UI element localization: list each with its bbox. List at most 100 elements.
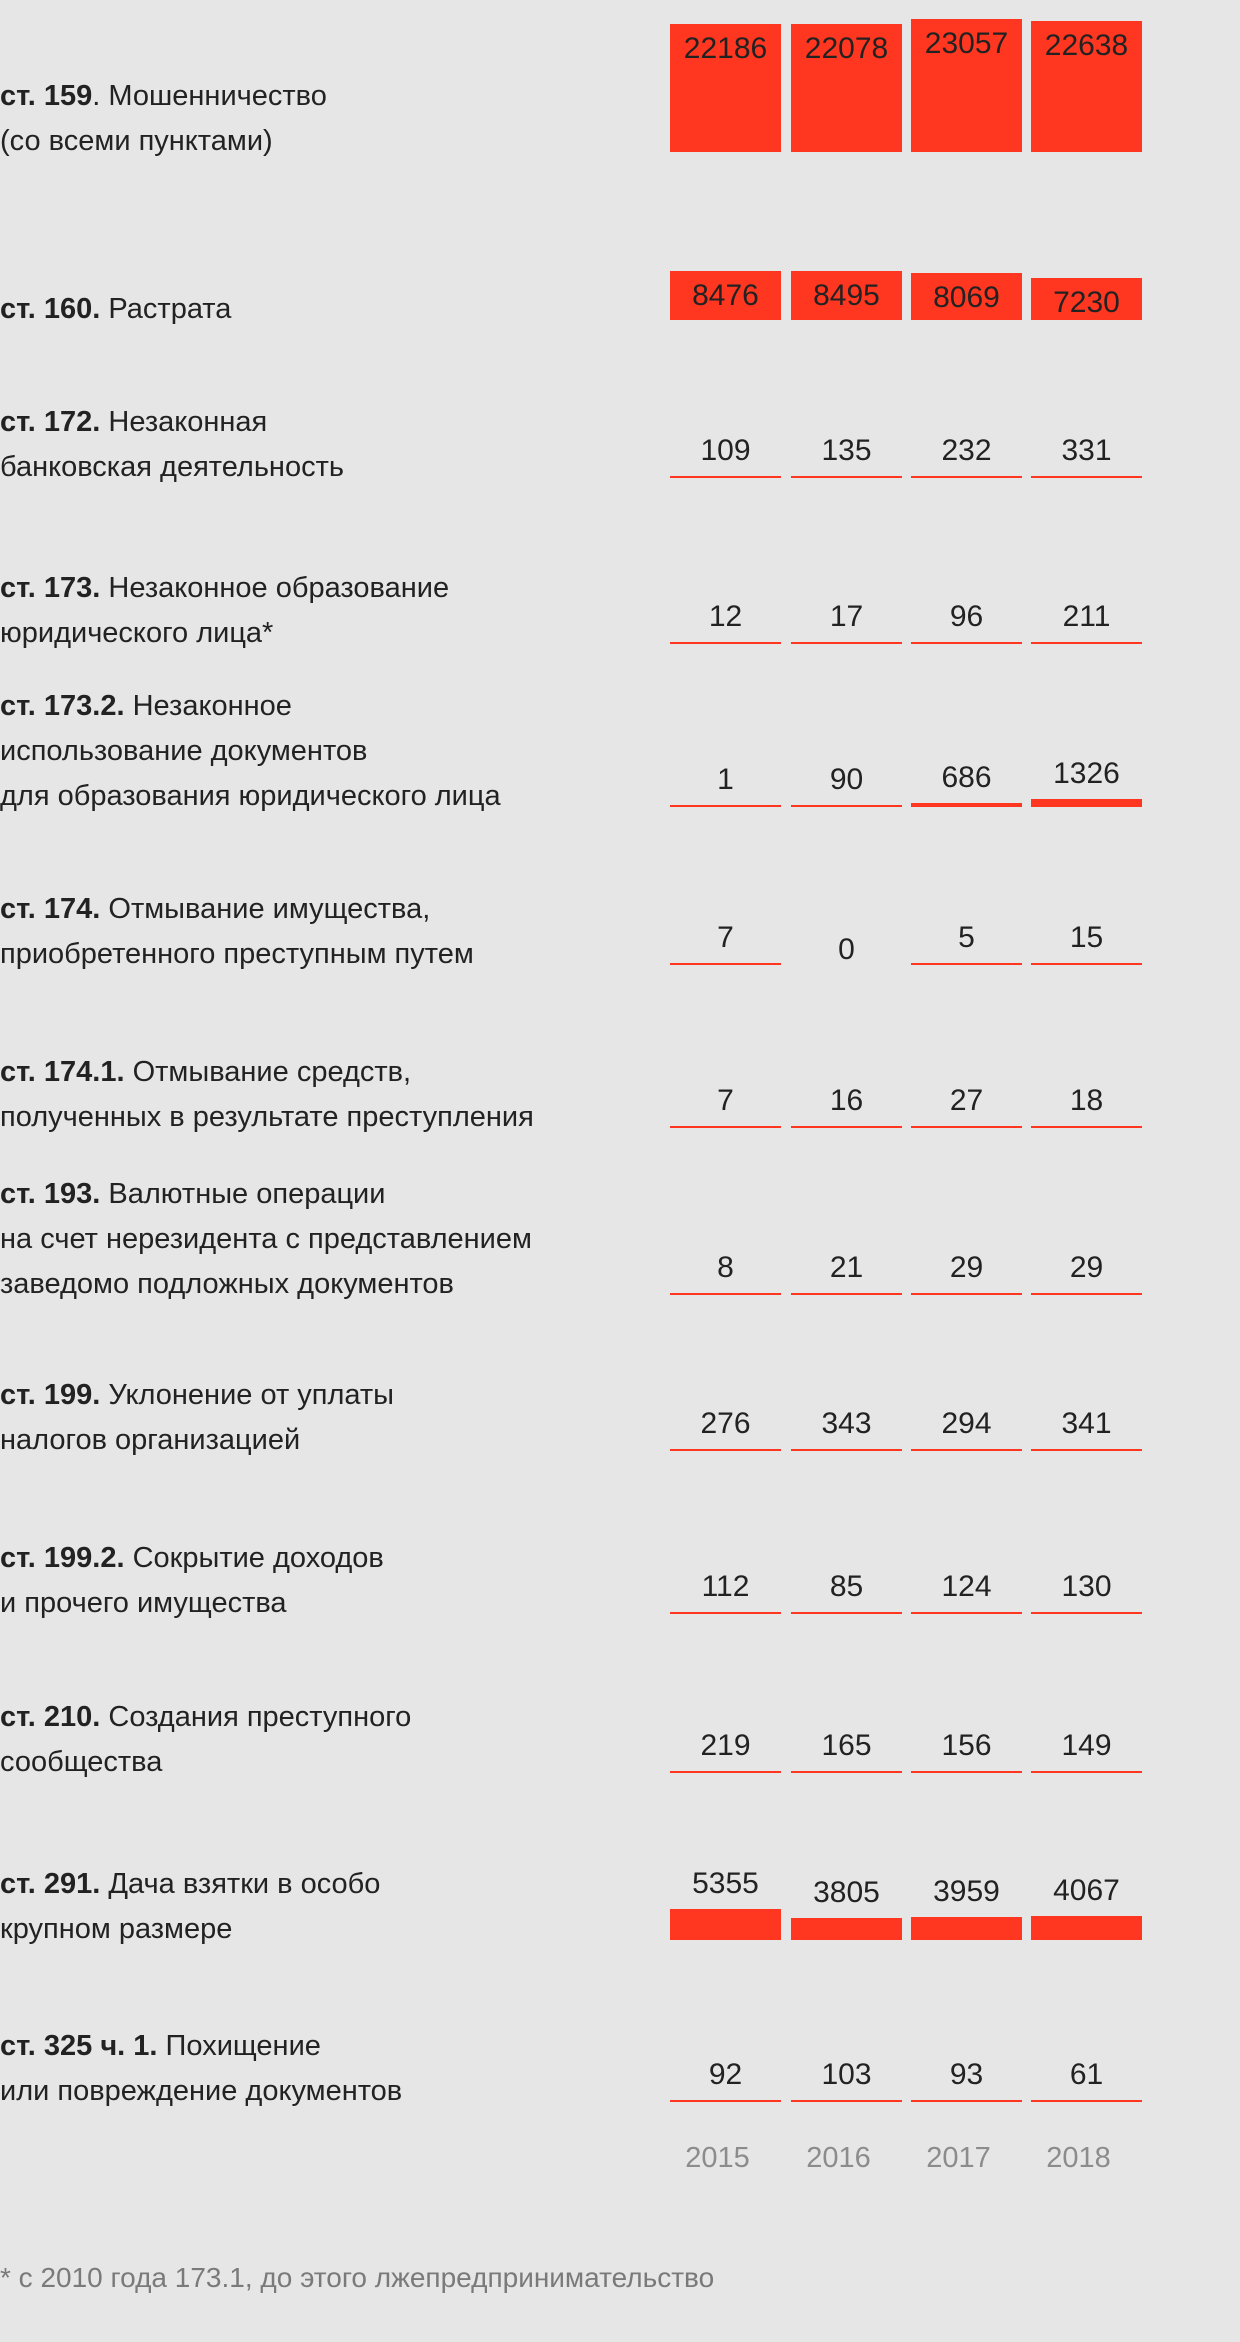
bar — [791, 24, 902, 152]
article-code: ст. 325 ч. 1. — [0, 2030, 158, 2062]
bar — [911, 1612, 1022, 1614]
bar — [670, 271, 781, 320]
year-label: 2016 — [806, 2142, 871, 2174]
label-line: крупном размере — [0, 1907, 380, 1952]
value-label: 12 — [708, 600, 743, 633]
value-label: 341 — [1061, 1407, 1112, 1440]
label-line: ст. 193. Валютные операции — [0, 1172, 532, 1217]
label-text: использование документов — [0, 735, 368, 767]
row-label: ст. 160. Растрата — [0, 287, 231, 332]
label-text: заведомо подложных документов — [0, 1268, 454, 1300]
bar — [1031, 1916, 1142, 1940]
bar — [670, 1612, 781, 1614]
bar — [670, 23, 781, 152]
label-text: Незаконная — [100, 406, 268, 438]
label-text: приобретенного преступным путем — [0, 938, 474, 970]
value-label: 96 — [949, 600, 984, 633]
value-label: 8476 — [692, 279, 759, 312]
bar — [670, 1293, 781, 1295]
label-line: или повреждение документов — [0, 2069, 402, 2114]
bar — [911, 803, 1022, 807]
label-line: ст. 199. Уклонение от уплаты — [0, 1373, 394, 1418]
bar — [670, 1126, 781, 1128]
article-code: ст. 174. — [0, 893, 101, 925]
article-code: ст. 173. — [0, 572, 101, 604]
value-label: 8495 — [813, 278, 880, 312]
label-line: ст. 199.2. Сокрытие доходов — [0, 1536, 384, 1581]
value-label: 18 — [1069, 1084, 1104, 1117]
article-code: ст. 199.2. — [0, 1542, 125, 1574]
label-line: заведомо подложных документов — [0, 1262, 532, 1307]
value-label: 165 — [821, 1729, 872, 1762]
bar — [670, 963, 781, 965]
label-line: сообщества — [0, 1740, 411, 1785]
bar — [791, 805, 902, 807]
bar — [1031, 963, 1142, 965]
value-label: 22078 — [804, 32, 889, 66]
row-label: ст. 174. Отмывание имущества, приобретенн… — [0, 887, 474, 977]
label-line: ст. 291. Дача взятки в особо — [0, 1862, 380, 1907]
value-label: 232 — [941, 434, 992, 467]
label-text: на счет нерезидента с представлением — [0, 1223, 532, 1255]
value-label: 8 — [717, 1251, 734, 1284]
value-label: 90 — [829, 763, 864, 796]
label-text: Похищение — [157, 2030, 321, 2062]
bar — [1031, 799, 1142, 807]
label-line: ст. 325 ч. 1. Похищение — [0, 2024, 402, 2069]
label-text: и прочего имущества — [0, 1587, 287, 1619]
row-label: ст. 172. Незаконная банковская деятельнос… — [0, 400, 344, 490]
value-label: 149 — [1061, 1729, 1112, 1762]
value-label: 17 — [829, 600, 864, 633]
value-label: 5 — [958, 921, 975, 954]
year-label: 2015 — [685, 2142, 750, 2174]
value-label: 343 — [821, 1407, 872, 1440]
article-code: ст. 173.2. — [0, 690, 125, 722]
label-text: налогов организацией — [0, 1424, 301, 1456]
value-label: 27 — [949, 1084, 984, 1117]
label-line: ст. 173. Незаконное образование — [0, 566, 449, 611]
bar — [791, 270, 902, 320]
bar — [791, 476, 902, 478]
value-label: 109 — [700, 434, 751, 467]
bar — [911, 2100, 1022, 2102]
bar — [791, 1918, 902, 1940]
value-label: 130 — [1061, 1570, 1112, 1603]
value-label: 686 — [941, 761, 992, 795]
row-label: ст. 159. Мошенничество (со всеми пунктами… — [0, 74, 327, 164]
label-line: налогов организацией — [0, 1418, 394, 1463]
row-label: ст. 291. Дача взятки в особо крупном разм… — [0, 1862, 380, 1952]
bar — [670, 642, 781, 644]
article-code: ст. 193. — [0, 1178, 101, 1210]
value-label: 4067 — [1053, 1874, 1120, 1908]
value-label: 219 — [700, 1729, 751, 1762]
value-label: 5355 — [692, 1867, 759, 1901]
article-code: ст. 210. — [0, 1701, 101, 1733]
footnote: * с 2010 года 173.1, до этого лжепредпри… — [0, 2262, 715, 2293]
label-line: полученных в результате преступления — [0, 1095, 534, 1140]
label-text: для образования юридического лица — [0, 780, 501, 812]
value-label: 85 — [829, 1570, 864, 1603]
article-code: ст. 160. — [0, 293, 101, 325]
bar — [791, 1449, 902, 1451]
year-label: 2017 — [926, 2142, 991, 2174]
label-text: Отмывание имущества, — [100, 893, 431, 925]
bar — [1031, 1771, 1142, 1773]
bar — [670, 1449, 781, 1451]
row-label: ст. 325 ч. 1. Похищение или повреждение д… — [0, 2024, 402, 2114]
bar — [1031, 642, 1142, 644]
label-text: Валютные операции — [100, 1178, 386, 1210]
value-label: 124 — [941, 1570, 992, 1603]
label-text: Незаконное образование — [100, 572, 450, 604]
bar — [1031, 1449, 1142, 1451]
label-text: полученных в результате преступления — [0, 1101, 534, 1133]
value-label: 331 — [1061, 434, 1112, 467]
label-text: Отмывание средств, — [124, 1056, 412, 1088]
label-text: Дача взятки в особо — [100, 1868, 381, 1900]
label-line: юридического лица* — [0, 611, 449, 656]
value-label: 7 — [717, 1084, 734, 1117]
bar — [1031, 278, 1142, 320]
bar — [791, 642, 902, 644]
bar — [1031, 1612, 1142, 1614]
value-label: 23057 — [924, 26, 1009, 60]
value-label: 29 — [949, 1251, 984, 1284]
